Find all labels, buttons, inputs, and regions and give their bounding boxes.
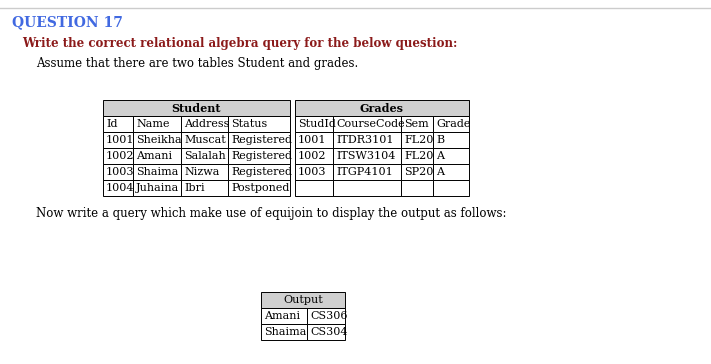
Text: Write the correct relational algebra query for the below question:: Write the correct relational algebra que… [22, 37, 457, 51]
Text: 1003: 1003 [106, 167, 134, 177]
Text: Now write a query which make use of equijoin to display the output as follows:: Now write a query which make use of equi… [36, 207, 506, 221]
Text: CourseCode: CourseCode [336, 119, 405, 129]
Text: Ibri: Ibri [184, 183, 205, 193]
Bar [295, 116, 333, 132]
Text: SP20: SP20 [404, 167, 434, 177]
Text: A: A [436, 167, 444, 177]
Bar [103, 132, 133, 148]
Text: 1001: 1001 [298, 135, 326, 145]
Text: Grade: Grade [436, 119, 471, 129]
Text: CS304: CS304 [310, 327, 348, 337]
Bar [333, 164, 401, 180]
Bar [295, 164, 333, 180]
Bar [433, 180, 469, 196]
Bar [133, 180, 181, 196]
Bar [333, 132, 401, 148]
Bar [103, 180, 133, 196]
Bar [228, 180, 290, 196]
Bar [307, 308, 345, 324]
Bar [261, 308, 307, 324]
Bar [181, 116, 228, 132]
Bar [103, 148, 133, 164]
Bar [181, 180, 228, 196]
Text: QUESTION 17: QUESTION 17 [12, 15, 123, 29]
Bar [433, 116, 469, 132]
Text: 1002: 1002 [106, 151, 134, 161]
Bar [228, 116, 290, 132]
Text: Amani: Amani [136, 151, 172, 161]
Text: Address: Address [184, 119, 230, 129]
Text: FL20: FL20 [404, 151, 434, 161]
Text: StudId: StudId [298, 119, 336, 129]
Bar [228, 164, 290, 180]
Text: Nizwa: Nizwa [184, 167, 220, 177]
Text: Output: Output [283, 295, 323, 305]
Text: 1001: 1001 [106, 135, 134, 145]
Bar [181, 164, 228, 180]
Bar [103, 116, 133, 132]
Bar [295, 100, 469, 116]
Bar [181, 132, 228, 148]
Text: A: A [436, 151, 444, 161]
Bar [261, 292, 345, 308]
Bar [133, 164, 181, 180]
Text: Shaima: Shaima [264, 327, 306, 337]
Text: Shaima: Shaima [136, 167, 178, 177]
Bar [295, 180, 333, 196]
Bar [433, 148, 469, 164]
Bar [181, 148, 228, 164]
Bar [433, 132, 469, 148]
Text: Assume that there are two tables Student and grades.: Assume that there are two tables Student… [36, 58, 358, 71]
Bar [261, 324, 307, 340]
Text: B: B [436, 135, 444, 145]
Text: Salalah: Salalah [184, 151, 226, 161]
Bar [401, 164, 433, 180]
Text: CS306: CS306 [310, 311, 348, 321]
Bar [295, 132, 333, 148]
Text: Muscat: Muscat [184, 135, 226, 145]
Text: Registered: Registered [231, 167, 292, 177]
Text: ITSW3104: ITSW3104 [336, 151, 395, 161]
Text: Sheikha: Sheikha [136, 135, 181, 145]
Bar [401, 132, 433, 148]
Text: 1003: 1003 [298, 167, 326, 177]
Bar [401, 180, 433, 196]
Text: Amani: Amani [264, 311, 300, 321]
Bar [333, 180, 401, 196]
Bar [401, 116, 433, 132]
Text: Grades: Grades [360, 103, 404, 114]
Text: Postponed: Postponed [231, 183, 289, 193]
Text: Student: Student [172, 103, 221, 114]
Text: Registered: Registered [231, 135, 292, 145]
Bar [295, 148, 333, 164]
Text: Juhaina: Juhaina [136, 183, 179, 193]
Bar [133, 116, 181, 132]
Text: Name: Name [136, 119, 169, 129]
Text: 1002: 1002 [298, 151, 326, 161]
Bar [401, 148, 433, 164]
Text: Status: Status [231, 119, 267, 129]
Bar [228, 148, 290, 164]
Bar [228, 132, 290, 148]
Bar [133, 132, 181, 148]
Text: Sem: Sem [404, 119, 429, 129]
Text: ITDR3101: ITDR3101 [336, 135, 393, 145]
Text: ITGP4101: ITGP4101 [336, 167, 392, 177]
Bar [333, 148, 401, 164]
Bar [133, 148, 181, 164]
Bar [433, 164, 469, 180]
Text: Registered: Registered [231, 151, 292, 161]
Text: FL20: FL20 [404, 135, 434, 145]
Bar [103, 100, 290, 116]
Text: Id: Id [106, 119, 117, 129]
Bar [307, 324, 345, 340]
Text: 1004: 1004 [106, 183, 134, 193]
Bar [103, 164, 133, 180]
Bar [333, 116, 401, 132]
